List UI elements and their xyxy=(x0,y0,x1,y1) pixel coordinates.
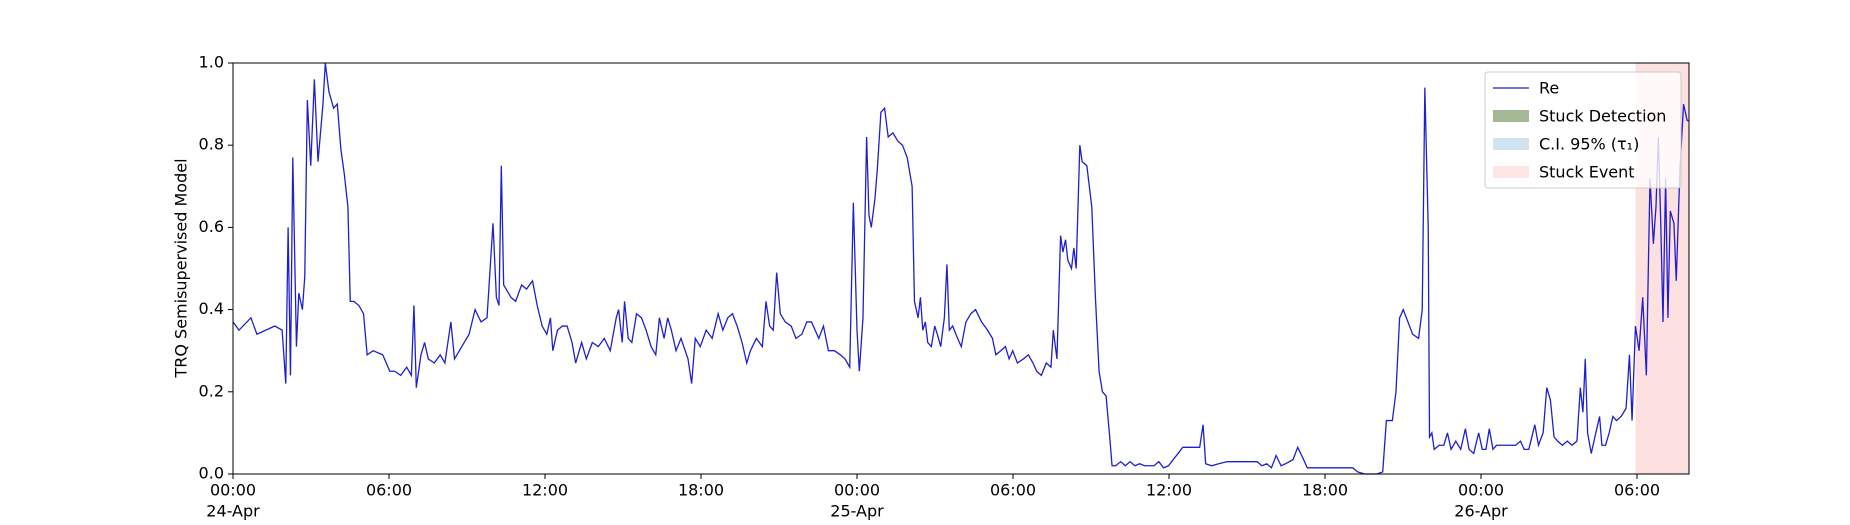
x-tick-label: 00:00 xyxy=(210,481,256,500)
legend-box xyxy=(1484,71,1682,189)
x-tick-label: 00:00 xyxy=(1458,481,1504,500)
x-date-label: 24-Apr xyxy=(206,502,260,521)
y-tick-label: 0.4 xyxy=(199,299,224,318)
x-offset-label: 1900 xyxy=(213,523,254,525)
x-tick-label: 06:00 xyxy=(1614,481,1660,500)
y-axis-label: TRQ Semisupervised Model xyxy=(172,158,191,378)
legend-swatch xyxy=(1493,166,1529,178)
legend-swatch xyxy=(1493,110,1529,122)
legend: Re Stuck Detection C.I. 95% (τ₁) Stuck Even… xyxy=(1484,71,1682,189)
x-tick-label: 06:00 xyxy=(366,481,412,500)
x-tick-label: 06:00 xyxy=(990,481,1036,500)
legend-swatch xyxy=(1493,138,1529,150)
x-tick-label: 18:00 xyxy=(678,481,724,500)
x-tick-label: 12:00 xyxy=(522,481,568,500)
legend-label: Stuck Detection xyxy=(1539,107,1666,126)
x-date-label: 26-Apr xyxy=(1454,502,1508,521)
y-tick-label: 0.8 xyxy=(199,135,224,154)
legend-label: Stuck Event xyxy=(1539,163,1635,182)
x-tick-label: 00:00 xyxy=(834,481,880,500)
y-tick-label: 1.0 xyxy=(199,53,224,72)
legend-label: Re xyxy=(1539,79,1559,98)
legend-label: C.I. 95% (τ₁) xyxy=(1539,135,1639,154)
plot-frame xyxy=(232,62,1690,475)
x-tick-label: 18:00 xyxy=(1302,481,1348,500)
y-tick-label: 0.0 xyxy=(199,464,224,483)
y-tick-label: 0.6 xyxy=(199,217,224,236)
y-tick-label: 0.2 xyxy=(199,381,224,400)
data-line xyxy=(232,62,1689,475)
x-date-label: 25-Apr xyxy=(830,502,884,521)
x-tick-label: 12:00 xyxy=(1146,481,1192,500)
